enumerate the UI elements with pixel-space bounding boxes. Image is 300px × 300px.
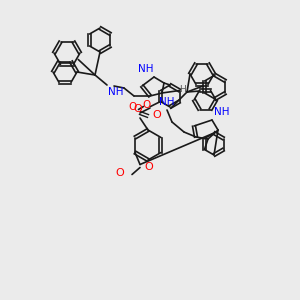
Text: O: O: [144, 161, 153, 172]
Text: H: H: [178, 85, 185, 94]
Text: O: O: [152, 110, 161, 120]
Text: O: O: [142, 100, 151, 110]
Text: NH: NH: [108, 87, 124, 97]
Text: O: O: [134, 104, 142, 114]
Text: NH: NH: [214, 107, 230, 117]
Text: NH: NH: [159, 97, 175, 107]
Text: O: O: [128, 103, 136, 112]
Text: NH: NH: [138, 64, 154, 74]
Text: O: O: [115, 167, 124, 178]
